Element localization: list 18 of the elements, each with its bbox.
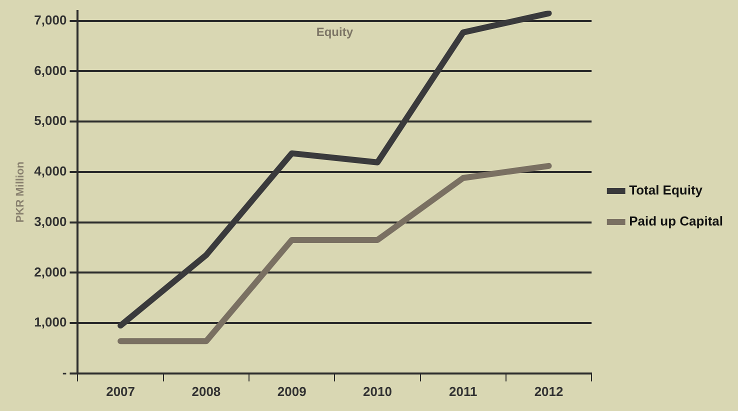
- y-tick-label: 4,000: [34, 164, 67, 179]
- y-tick-label: 3,000: [34, 214, 67, 229]
- legend-label: Total Equity: [629, 182, 704, 198]
- x-tick-label: 2009: [277, 384, 306, 399]
- y-tick-label: 2,000: [34, 264, 67, 280]
- y-axis-title: PKR Million: [14, 161, 27, 223]
- text: Equity: [316, 25, 354, 40]
- x-tick-label: 2008: [192, 384, 221, 399]
- legend-label: Paid up Capital: [629, 214, 724, 229]
- y-tick-label: 5,000: [34, 113, 67, 128]
- y-tick-label: -: [62, 364, 67, 380]
- y-tick-label: 6,000: [34, 62, 67, 78]
- x-tick-label: 2007: [106, 384, 136, 399]
- x-tick-label: 2010: [363, 384, 392, 399]
- x-tick-label: 2011: [449, 384, 478, 399]
- y-tick-label: 1,000: [34, 314, 67, 330]
- y-tick-label: 7,000: [34, 12, 67, 28]
- x-tick-label: 2012: [534, 384, 564, 399]
